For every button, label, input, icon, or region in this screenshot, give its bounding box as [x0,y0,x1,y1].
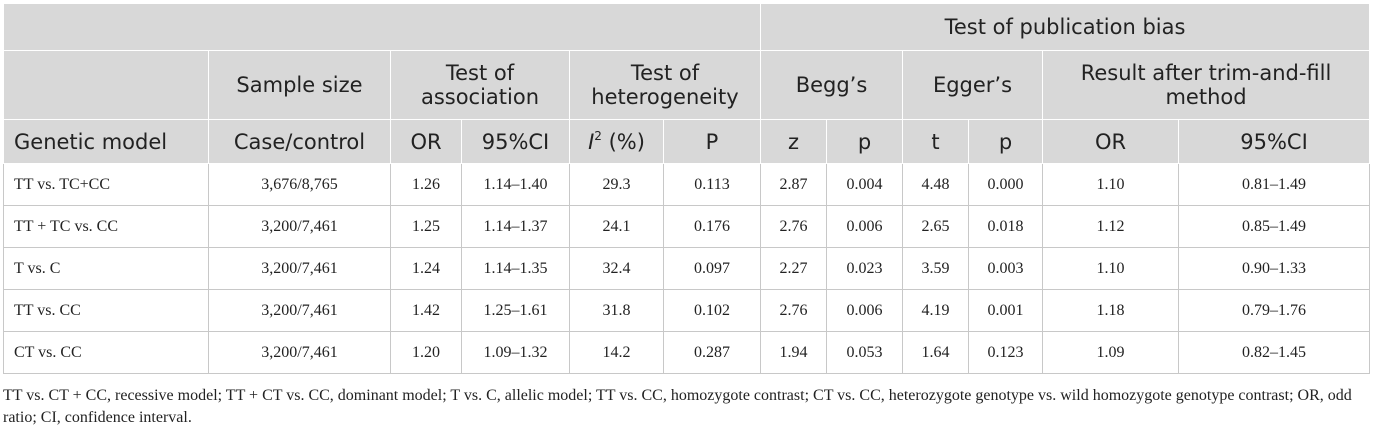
cell-egger-t: 4.19 [902,289,969,332]
cell-begg-z: 2.76 [760,205,827,248]
header-sample-size: Sample size [208,50,391,120]
i2-letter: I [588,129,595,154]
cell-tf-95ci: 0.79–1.76 [1177,289,1371,332]
cell-tf-95ci: 0.85–1.49 [1177,205,1371,248]
cell-95ci: 1.25–1.61 [461,289,570,332]
cell-95ci: 1.09–1.32 [461,331,570,374]
cell-i2: 29.3 [569,163,664,206]
cell-p-heterogeneity: 0.113 [663,163,761,206]
cell-begg-p: 0.004 [826,163,903,206]
cell-tf-or: 1.10 [1042,247,1179,290]
cell-or: 1.24 [390,247,462,290]
table-row: CT vs. CC 3,200/7,461 1.20 1.09–1.32 14.… [3,331,1371,374]
cell-case-control: 3,676/8,765 [208,163,391,206]
header-blank [3,3,761,51]
cell-or: 1.42 [390,289,462,332]
cell-begg-p: 0.006 [826,289,903,332]
cell-p-heterogeneity: 0.287 [663,331,761,374]
header-case-control: Case/control [208,119,391,164]
cell-begg-p: 0.053 [826,331,903,374]
cell-begg-z: 1.94 [760,331,827,374]
cell-95ci: 1.14–1.35 [461,247,570,290]
cell-egger-p: 0.018 [968,205,1043,248]
header-genetic-model: Genetic model [3,119,209,164]
cell-case-control: 3,200/7,461 [208,331,391,374]
cell-tf-95ci: 0.81–1.49 [1177,163,1371,206]
header-tf-95ci: 95%CI [1177,119,1371,164]
header-blank-model [3,50,209,120]
header-row-columns: Genetic model Case/control OR 95%CI I2 (… [3,119,1371,164]
header-row-tests: Sample size Test of association Test of … [3,50,1371,120]
cell-begg-p: 0.023 [826,247,903,290]
header-egger-t: t [902,119,969,164]
table-row: TT + TC vs. CC 3,200/7,461 1.25 1.14–1.3… [3,205,1371,248]
cell-tf-or: 1.18 [1042,289,1179,332]
cell-genetic-model: TT vs. TC+CC [3,163,209,206]
cell-genetic-model: CT vs. CC [3,331,209,374]
table-row: TT vs. CC 3,200/7,461 1.42 1.25–1.61 31.… [3,289,1371,332]
cell-i2: 32.4 [569,247,664,290]
cell-begg-z: 2.27 [760,247,827,290]
table-footnote: TT vs. CT + CC, recessive model; TT + CT… [3,387,1352,426]
header-trim-and-fill: Result after trim-and-fill method [1041,50,1371,120]
header-tf-or: OR [1042,119,1179,164]
header-publication-bias: Test of publication bias [759,3,1371,51]
header-95ci: 95%CI [461,119,570,164]
cell-p-heterogeneity: 0.176 [663,205,761,248]
table-row: T vs. C 3,200/7,461 1.24 1.14–1.35 32.4 … [3,247,1371,290]
results-table: Test of publication bias Sample size Tes… [3,3,1371,374]
header-beggs: Begg’s [760,50,903,120]
cell-i2: 24.1 [569,205,664,248]
cell-tf-or: 1.10 [1042,163,1179,206]
header-begg-p: p [826,119,903,164]
cell-p-heterogeneity: 0.102 [663,289,761,332]
header-row-group: Test of publication bias [3,3,1371,51]
cell-tf-95ci: 0.90–1.33 [1177,247,1371,290]
cell-egger-p: 0.123 [968,331,1043,374]
i2-superscript: 2 [594,128,602,143]
header-eggers: Egger’s [902,50,1043,120]
cell-i2: 31.8 [569,289,664,332]
cell-95ci: 1.14–1.37 [461,205,570,248]
cell-case-control: 3,200/7,461 [208,205,391,248]
cell-begg-p: 0.006 [826,205,903,248]
cell-egger-p: 0.003 [968,247,1043,290]
cell-or: 1.26 [390,163,462,206]
cell-case-control: 3,200/7,461 [208,247,391,290]
cell-egger-p: 0.001 [968,289,1043,332]
cell-egger-t: 4.48 [902,163,969,206]
cell-egger-t: 1.64 [902,331,969,374]
cell-i2: 14.2 [569,331,664,374]
table-header: Test of publication bias Sample size Tes… [3,3,1371,164]
cell-egger-t: 2.65 [902,205,969,248]
header-egger-p: p [968,119,1043,164]
cell-tf-95ci: 0.82–1.45 [1177,331,1371,374]
cell-genetic-model: TT + TC vs. CC [3,205,209,248]
header-test-of-heterogeneity: Test of heterogeneity [569,50,761,120]
cell-95ci: 1.14–1.40 [461,163,570,206]
cell-genetic-model: TT vs. CC [3,289,209,332]
cell-egger-p: 0.000 [968,163,1043,206]
header-i2: I2 (%) [569,119,664,164]
cell-begg-z: 2.76 [760,289,827,332]
header-test-of-association: Test of association [390,50,570,120]
cell-or: 1.25 [390,205,462,248]
cell-case-control: 3,200/7,461 [208,289,391,332]
cell-genetic-model: T vs. C [3,247,209,290]
table-body: TT vs. TC+CC 3,676/8,765 1.26 1.14–1.40 … [3,163,1371,374]
i2-unit: (%) [601,129,645,154]
cell-tf-or: 1.12 [1042,205,1179,248]
table-row: TT vs. TC+CC 3,676/8,765 1.26 1.14–1.40 … [3,163,1371,206]
header-begg-z: z [760,119,827,164]
cell-begg-z: 2.87 [760,163,827,206]
cell-p-heterogeneity: 0.097 [663,247,761,290]
header-or: OR [390,119,462,164]
cell-egger-t: 3.59 [902,247,969,290]
header-p-heterogeneity: P [663,119,761,164]
cell-or: 1.20 [390,331,462,374]
cell-tf-or: 1.09 [1042,331,1179,374]
